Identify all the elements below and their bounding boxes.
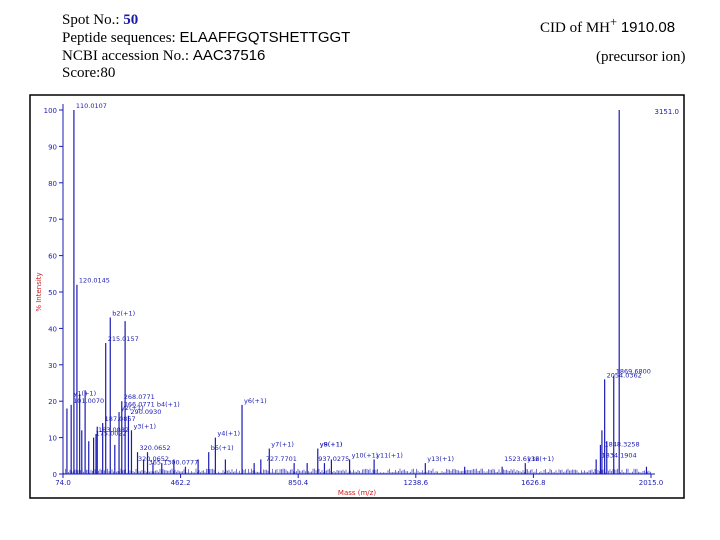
y-tick-label: 70 [48, 216, 57, 224]
peak-label: y2(+1) [121, 404, 144, 412]
baseline-noise [63, 468, 651, 474]
peak-label: 1869.6800 [616, 368, 651, 376]
peak-annotation: 937.0275 [318, 455, 349, 463]
y-tick-label: 10 [48, 435, 57, 443]
x-tick-label: 850.4 [288, 479, 309, 487]
y-tick-label: 100 [44, 107, 57, 115]
y-axis-title: % Intensity [35, 272, 43, 311]
peptide-line: Peptide sequences: ELAAFFGQTSHETTGGT [62, 29, 350, 47]
spot-line: Spot No.: 50 [62, 12, 350, 29]
y-tick-label: 30 [48, 362, 57, 370]
x-tick-label: 1238.6 [404, 479, 429, 487]
peak-label: 320.0652 [140, 444, 171, 452]
y-tick-label: 90 [48, 143, 57, 151]
peak-label: 120.0145 [79, 277, 110, 285]
x-tick-label: 1626.8 [521, 479, 546, 487]
x-axis-title: Mass (m/z) [338, 489, 376, 497]
y-tick-label: 60 [48, 253, 57, 261]
peak-label: y10(+1) [352, 451, 379, 459]
peak-label: y6(+1) [244, 397, 267, 405]
x-tick-label: 462.2 [171, 479, 191, 487]
peak-label: 215.0157 [108, 335, 139, 343]
peak-label: y4(+1) [217, 430, 240, 438]
score-line: Score:80 [62, 65, 116, 81]
peak-annotation: 1848.3258 [605, 441, 640, 449]
peak-label: y9(+1) [320, 441, 343, 449]
spot-value: 50 [123, 12, 139, 28]
spectrum-info: Spot No.: 50 Peptide sequences: ELAAFFGQ… [62, 12, 350, 82]
precursor-label: (precursor ion) [596, 49, 686, 65]
y-tick-label: 40 [48, 325, 57, 333]
peak-annotation: 727.7701 [266, 455, 297, 463]
y-tick-label: 20 [48, 398, 57, 406]
peak-annotation: 266.0771 b4(+1) [124, 400, 180, 408]
peak-label: y3(+1) [133, 422, 156, 430]
peak-label: 110.0107 [76, 102, 107, 110]
ncbi-label: NCBI accession No.: [62, 48, 190, 64]
max-intensity-label: 3151.0 [655, 108, 680, 116]
peak-label: 290.0930 [130, 408, 161, 416]
peak-label: y7(+1) [271, 441, 294, 449]
cid-header: CID of MH+ 1910.08 [540, 15, 675, 37]
peak-annotation: y1(+1) [73, 390, 96, 398]
peak-label: 175.0022 [96, 430, 127, 438]
peak-annotation: y8(+1) [320, 441, 343, 449]
y-tick-label: 0 [53, 471, 57, 479]
peak-annotation: 1834.1904 [602, 451, 637, 459]
peak-label: y16(+1) [527, 455, 554, 463]
peak-label: 187.0857 [105, 415, 136, 423]
cid-label: CID of MH [540, 20, 610, 36]
spot-label: Spot No.: [62, 12, 120, 28]
peptide-label: Peptide sequences: [62, 30, 176, 46]
plot-frame [29, 94, 685, 499]
peak-label: 183.0082 [98, 426, 129, 434]
x-tick-label: 2015.0 [639, 479, 664, 487]
peak-label: y11(+1) [376, 451, 403, 459]
peak-annotation: 320.0652 [138, 455, 169, 463]
ncbi-value: AAC37516 [192, 47, 266, 64]
y-tick-label: 80 [48, 180, 57, 188]
peak-label: b2(+1) [112, 309, 135, 317]
peak-annotation: 1523.6132 [504, 455, 539, 463]
peak-label: 101.0070 [73, 397, 104, 405]
peptide-value: ELAAFFGQTSHETTGGT [179, 29, 351, 46]
cid-sup: + [610, 15, 618, 29]
x-tick-label: 74.0 [55, 479, 71, 487]
peak-label: 268.0771 [124, 393, 155, 401]
y-tick-label: 50 [48, 289, 57, 297]
peak-annotation: 365.1300.0777 [149, 459, 199, 467]
cid-value: 1910.08 [620, 19, 676, 36]
peak-label: 2054.0362 [607, 371, 642, 379]
ncbi-line: NCBI accession No.: AAC37516 [62, 47, 350, 65]
peak-label: y13(+1) [427, 455, 454, 463]
peak-label: b5(+1) [211, 444, 234, 452]
